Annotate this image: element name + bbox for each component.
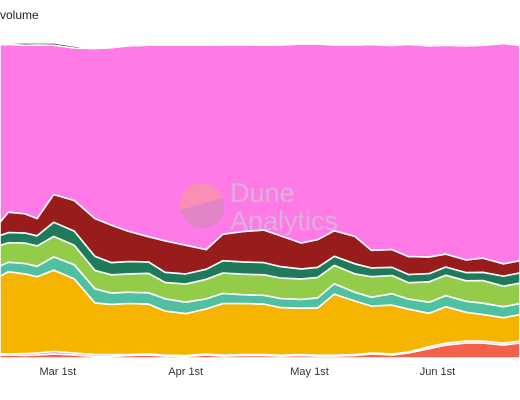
chart-title: volume [0, 8, 39, 22]
watermark-logo-circle [180, 183, 224, 227]
x-tick-label: Jun 1st [420, 366, 455, 378]
watermark: Dune Analytics [180, 178, 338, 236]
x-tick-label: Apr 1st [168, 366, 203, 378]
watermark-line1: Dune [230, 178, 295, 208]
area-series-layer [0, 41, 520, 359]
x-tick-label: May 1st [290, 366, 329, 378]
area-series-9 [0, 41, 520, 50]
watermark-logo-wedge [180, 198, 225, 229]
watermark-line2: Analytics [230, 206, 338, 236]
x-tick-label: Mar 1st [39, 366, 76, 378]
